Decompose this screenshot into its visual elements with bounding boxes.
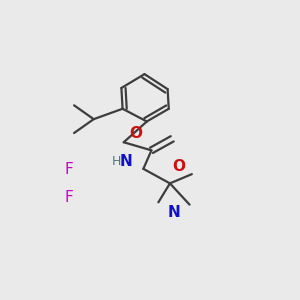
Text: F: F: [64, 190, 73, 205]
Text: F: F: [64, 163, 73, 178]
Text: N: N: [168, 205, 181, 220]
Text: O: O: [130, 125, 142, 140]
Text: H: H: [112, 155, 122, 168]
Text: N: N: [120, 154, 132, 169]
Text: O: O: [172, 159, 185, 174]
